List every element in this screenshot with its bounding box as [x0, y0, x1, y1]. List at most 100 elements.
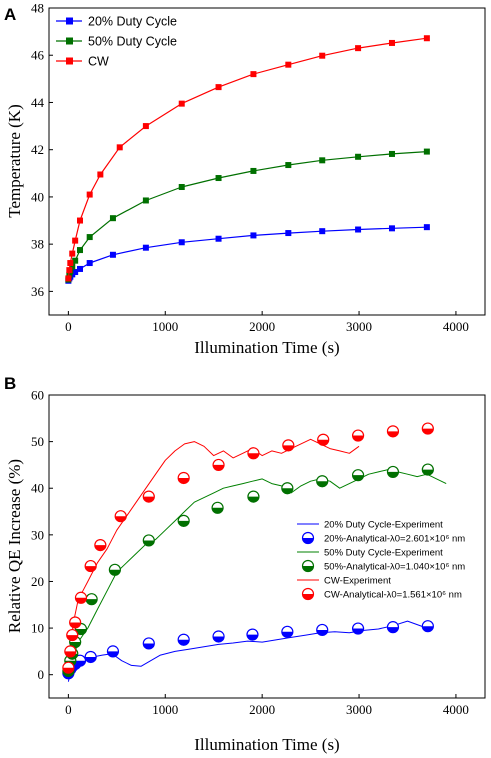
panel-a-point-2	[215, 84, 222, 91]
panel-a-point-1	[178, 184, 185, 191]
panel-b-legend-marker	[301, 587, 315, 601]
panel-b-analytical-point-2	[62, 661, 75, 674]
panel-b-analytical-point-0	[84, 650, 97, 664]
panel-a-point-0	[355, 226, 362, 233]
panel-b-analytical-point-0	[386, 621, 400, 634]
panel-b-analytical-point-2	[69, 616, 82, 629]
panel-b-ylabel: Relative QE Increase (%)	[5, 459, 24, 633]
panel-b-analytical-point-2	[84, 559, 97, 573]
panel-b-legend-label: CW-Analytical-λ0=1.561×10⁶ nm	[324, 590, 462, 601]
panel-a-series-line-2	[67, 37, 427, 279]
panel-a-legend-label: CW	[88, 55, 109, 69]
panel-a-point-0	[142, 244, 149, 251]
panel-a-point-1	[215, 175, 222, 182]
panel-a-point-0	[285, 230, 292, 237]
panel-a-xtick-label: 0	[65, 319, 72, 334]
panel-a-point-1	[250, 167, 257, 174]
panel-b-xtick-label: 1000	[152, 702, 178, 717]
panel-b-frame	[48, 394, 486, 699]
panel-b-ytick-label: 50	[31, 434, 44, 449]
panel-a-legend-marker	[66, 57, 73, 65]
panel-a-point-1	[77, 247, 84, 254]
panel-b-legend: 20% Duty Cycle-Experiment 20%-Analytical-…	[297, 520, 465, 601]
panel-a-xtick-label: 4000	[443, 319, 469, 334]
panel-a-ytick-label: 42	[31, 142, 44, 157]
panel-b-ytick-label: 30	[31, 527, 44, 542]
panel-b-analytical-point-0	[421, 620, 434, 633]
panel-b-analytical-point-1	[421, 463, 434, 476]
panel-b-analytical-point-1	[85, 593, 98, 606]
panel-a-series-line-0	[67, 226, 427, 282]
panel-b-xlabel: Illumination Time (s)	[194, 735, 339, 754]
panel-a-frame	[48, 7, 486, 316]
panel-a-point-2	[67, 260, 74, 267]
panel-a-point-2	[319, 52, 326, 59]
panel-a-xtick-label: 3000	[346, 319, 372, 334]
panel-a-point-0	[109, 251, 116, 258]
panel-b-analytical-point-0	[316, 623, 329, 637]
panel-b-analytical-point-1	[281, 482, 294, 495]
panel-a-point-1	[423, 148, 430, 155]
panel-a-point-2	[355, 45, 362, 52]
panel-a-point-2	[66, 267, 73, 274]
panel-b-experiment-line-1	[67, 469, 447, 675]
panel-b-legend-marker	[301, 559, 315, 573]
panel-a-point-2	[72, 237, 79, 244]
panel-a-point-0	[77, 265, 84, 272]
panel-a-axes: 0 1000 2000 3000 4000 36 38 40 42 44 46 48	[31, 1, 469, 335]
panel-b-analytical-point-1	[247, 490, 260, 503]
panel-a-ytick-label: 48	[31, 1, 44, 16]
panel-b-analytical-point-0	[351, 622, 365, 635]
panel-a-series	[65, 35, 430, 284]
panel-a-point-0	[250, 232, 257, 239]
panel-a-xtick-label: 1000	[152, 319, 178, 334]
panel-b-analytical-point-1	[177, 514, 190, 527]
panel-b-analytical-point-2	[142, 490, 155, 503]
panel-b-analytical-point-0	[281, 625, 294, 638]
panel-b-analytical-point-1	[386, 465, 400, 479]
panel-b-analytical-point-0	[246, 628, 259, 641]
panel-b-analytical-point-1	[351, 469, 365, 482]
panel-b-analytical-point-0	[142, 637, 155, 650]
panel-a-point-2	[69, 250, 76, 257]
panel-b-legend-label: 20% Duty Cycle-Experiment	[324, 520, 443, 531]
panel-a-point-2	[178, 100, 185, 107]
panel-b-analytical-point-2	[247, 447, 260, 460]
panel-b-analytical-point-0	[106, 645, 120, 658]
panel-b-analytical-point-0	[212, 630, 225, 643]
panel-b-analytical-point-2	[351, 429, 365, 442]
panel-a-ytick-label: 38	[31, 237, 44, 252]
panel-a-point-0	[215, 235, 222, 242]
panel-a-point-0	[178, 239, 185, 246]
panel-a-point-1	[72, 257, 79, 264]
panel-a-point-2	[65, 275, 72, 282]
panel-a-legend-marker	[66, 17, 73, 25]
panel-a-point-0	[388, 225, 395, 232]
panel-a-legend-label: 50% Duty Cycle	[88, 35, 177, 49]
panel-a-ytick-label: 44	[31, 95, 45, 110]
panel-a-point-1	[319, 157, 326, 164]
panel-a-point-2	[388, 39, 395, 46]
panel-b-xtick-label: 3000	[346, 702, 372, 717]
panel-a-ylabel: Temperature (K)	[5, 104, 24, 218]
panel-a-ytick-label: 46	[31, 48, 45, 63]
panel-a-point-0	[72, 269, 79, 276]
panel-b-ytick-label: 20	[31, 574, 44, 589]
panel-a-legend: 20% Duty Cycle 50% Duty Cycle CW	[56, 15, 177, 69]
panel-a-point-2	[77, 217, 84, 224]
panel-b-analytical-point-2	[114, 510, 127, 523]
panel-a-chart: 0 1000 2000 3000 4000 36 38 40 42 44 46 48 Illumina…	[5, 1, 486, 357]
panel-b-experiment-line-2	[67, 438, 360, 661]
panel-b-label: B	[4, 374, 16, 393]
panel-a-series-line-1	[67, 151, 427, 280]
panel-b-analytical-point-2	[74, 591, 88, 604]
panel-b-ytick-label: 10	[31, 621, 44, 636]
panel-a-point-0	[319, 228, 326, 235]
panel-b-analytical-point-2	[66, 628, 79, 642]
panel-b-experiment-line-0	[67, 620, 428, 682]
panel-b-series	[62, 422, 447, 682]
panel-b-analytical-point-2	[94, 539, 107, 552]
panel-a-point-2	[142, 123, 149, 130]
panel-b-analytical-point-1	[316, 475, 329, 488]
